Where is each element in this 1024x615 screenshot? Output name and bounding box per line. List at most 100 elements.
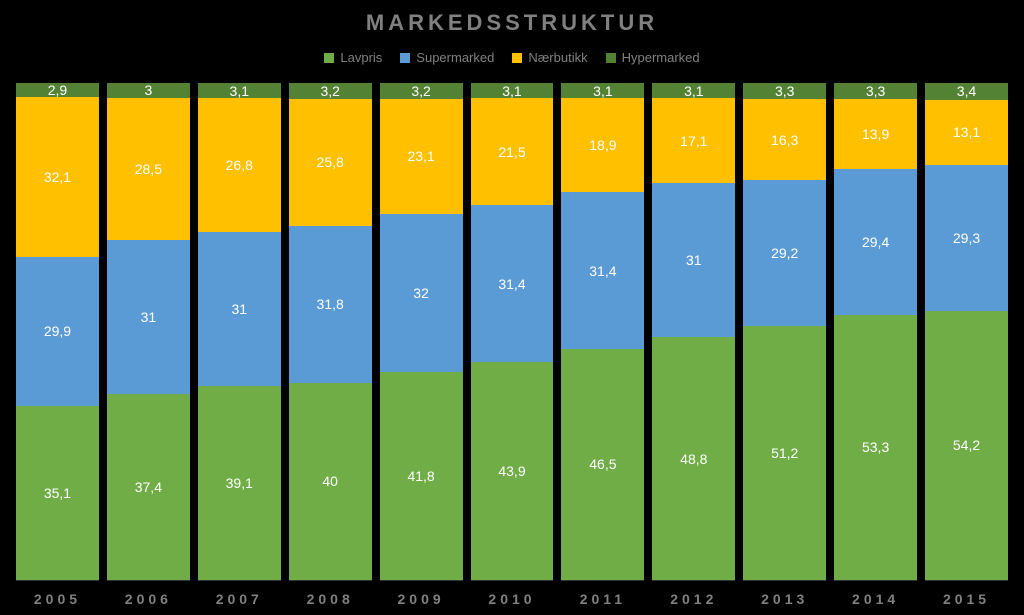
stacked-bar: 41,8 32 23,1 3,2 xyxy=(380,83,463,580)
bar-segment: 3,1 xyxy=(471,83,554,98)
bar-segment: 3,3 xyxy=(834,83,917,99)
segment-value-label: 21,5 xyxy=(498,144,525,160)
bar-segment: 3,3 xyxy=(743,83,826,99)
segment-value-label: 43,9 xyxy=(498,463,525,479)
segment-value-label: 53,3 xyxy=(862,439,889,455)
x-axis-label: 2006 xyxy=(107,591,190,607)
segment-value-label: 29,4 xyxy=(862,234,889,250)
x-axis-label: 2010 xyxy=(471,591,554,607)
segment-value-label: 31,4 xyxy=(498,276,525,292)
chart-column: 39,13126,83,12007 xyxy=(198,83,281,607)
bar-segment: 29,4 xyxy=(834,169,917,315)
x-axis-label: 2007 xyxy=(198,591,281,607)
segment-value-label: 16,3 xyxy=(771,132,798,148)
segment-value-label: 32 xyxy=(413,285,429,301)
legend-swatch xyxy=(606,53,616,63)
bar-segment: 13,1 xyxy=(925,100,1008,165)
bar-segment: 41,8 xyxy=(380,372,463,580)
segment-value-label: 23,1 xyxy=(407,148,434,164)
bar-segment: 18,9 xyxy=(561,98,644,192)
bar-segment: 3 xyxy=(107,83,190,98)
bar-segment: 3,2 xyxy=(380,83,463,99)
bar-segment: 31 xyxy=(198,232,281,386)
stacked-bar: 53,3 29,4 13,93,3 xyxy=(834,83,917,580)
bar-segment: 32,1 xyxy=(16,97,99,257)
stacked-bar: 43,9 31,4 21,5 3,1 xyxy=(471,83,554,580)
bar-wrap: 43,9 31,4 21,5 3,1 xyxy=(471,83,554,581)
chart-column: 35,129,932,12,92005 xyxy=(16,83,99,607)
chart-column: 53,3 29,4 13,93,3 2014 xyxy=(834,83,917,607)
segment-value-label: 29,2 xyxy=(771,245,798,261)
bar-segment: 13,9 xyxy=(834,99,917,168)
bar-segment: 3,1 xyxy=(561,83,644,98)
legend-label: Nærbutikk xyxy=(528,50,587,65)
bar-segment: 35,1 xyxy=(16,406,99,580)
stacked-bar: 54,2 29,3 13,13,4 xyxy=(925,83,1008,580)
bar-wrap: 51,2 29,2 16,3 3,3 xyxy=(743,83,826,581)
bar-wrap: 39,13126,83,1 xyxy=(198,83,281,581)
segment-value-label: 3 xyxy=(144,83,152,98)
bar-wrap: 53,3 29,4 13,93,3 xyxy=(834,83,917,581)
segment-value-label: 3,3 xyxy=(866,83,885,99)
bar-wrap: 46,5 31,4 18,93,1 xyxy=(561,83,644,581)
segment-value-label: 31,8 xyxy=(317,296,344,312)
segment-value-label: 54,2 xyxy=(953,437,980,453)
x-axis-label: 2011 xyxy=(561,591,644,607)
bar-segment: 31,8 xyxy=(289,226,372,383)
chart-column: 46,5 31,4 18,93,1 2011 xyxy=(561,83,644,607)
legend-item: Hypermarked xyxy=(606,50,700,65)
chart-title: MARKEDSSTRUKTUR xyxy=(12,10,1012,36)
x-axis-label: 2012 xyxy=(652,591,735,607)
chart-column: 40 31,8 25,83,2 2008 xyxy=(289,83,372,607)
stacked-bar: 40 31,8 25,83,2 xyxy=(289,83,372,580)
chart-column: 48,83117,13,12012 xyxy=(652,83,735,607)
bar-segment: 25,8 xyxy=(289,99,372,226)
bar-segment: 3,1 xyxy=(652,83,735,98)
bar-segment: 16,3 xyxy=(743,99,826,180)
bar-segment: 3,4 xyxy=(925,83,1008,100)
bar-segment: 54,2 xyxy=(925,311,1008,580)
x-axis-label: 2014 xyxy=(834,591,917,607)
stacked-bar: 35,129,9 32,1 2,9 xyxy=(16,83,99,580)
bar-segment: 43,9 xyxy=(471,362,554,580)
stacked-bar: 46,5 31,4 18,93,1 xyxy=(561,83,644,580)
bar-segment: 3,2 xyxy=(289,83,372,99)
segment-value-label: 46,5 xyxy=(589,456,616,472)
chart-column: 51,229,216,33,32013 xyxy=(743,83,826,607)
segment-value-label: 3,1 xyxy=(684,83,703,98)
legend-label: Hypermarked xyxy=(622,50,700,65)
chart-legend: Lavpris Supermarked Nærbutikk Hypermarked xyxy=(12,50,1012,65)
segment-value-label: 2,9 xyxy=(48,83,67,97)
stacked-bar: 51,2 29,2 16,3 3,3 xyxy=(743,83,826,580)
bar-segment: 37,4 xyxy=(107,394,190,580)
segment-value-label: 3,2 xyxy=(411,83,430,99)
segment-value-label: 32,1 xyxy=(44,169,71,185)
bar-segment: 40 xyxy=(289,383,372,580)
segment-value-label: 31 xyxy=(686,252,702,268)
x-axis-label: 2009 xyxy=(380,591,463,607)
stacked-bar: 39,13126,83,1 xyxy=(198,83,281,580)
segment-value-label: 31,4 xyxy=(589,263,616,279)
segment-value-label: 3,2 xyxy=(320,83,339,99)
segment-value-label: 3,3 xyxy=(775,83,794,99)
bar-segment: 28,5 xyxy=(107,98,190,240)
bar-segment: 29,9 xyxy=(16,257,99,406)
bar-segment: 31,4 xyxy=(471,205,554,361)
bar-segment: 31,4 xyxy=(561,192,644,348)
bar-segment: 26,8 xyxy=(198,98,281,231)
legend-swatch xyxy=(324,53,334,63)
bar-segment: 51,2 xyxy=(743,326,826,580)
segment-value-label: 29,3 xyxy=(953,230,980,246)
legend-label: Supermarked xyxy=(416,50,494,65)
bar-wrap: 40 31,8 25,83,2 xyxy=(289,83,372,581)
x-axis-label: 2008 xyxy=(289,591,372,607)
x-axis-label: 2015 xyxy=(925,591,1008,607)
segment-value-label: 26,8 xyxy=(226,157,253,173)
chart-plot-area: 35,129,932,12,9200537,43128,53200639,131… xyxy=(12,83,1012,607)
bar-segment: 17,1 xyxy=(652,98,735,183)
legend-item: Lavpris xyxy=(324,50,382,65)
bar-wrap: 54,2 29,3 13,13,4 xyxy=(925,83,1008,581)
bar-wrap: 48,83117,13,1 xyxy=(652,83,735,581)
bar-segment: 3,1 xyxy=(198,83,281,98)
segment-value-label: 41,8 xyxy=(407,468,434,484)
